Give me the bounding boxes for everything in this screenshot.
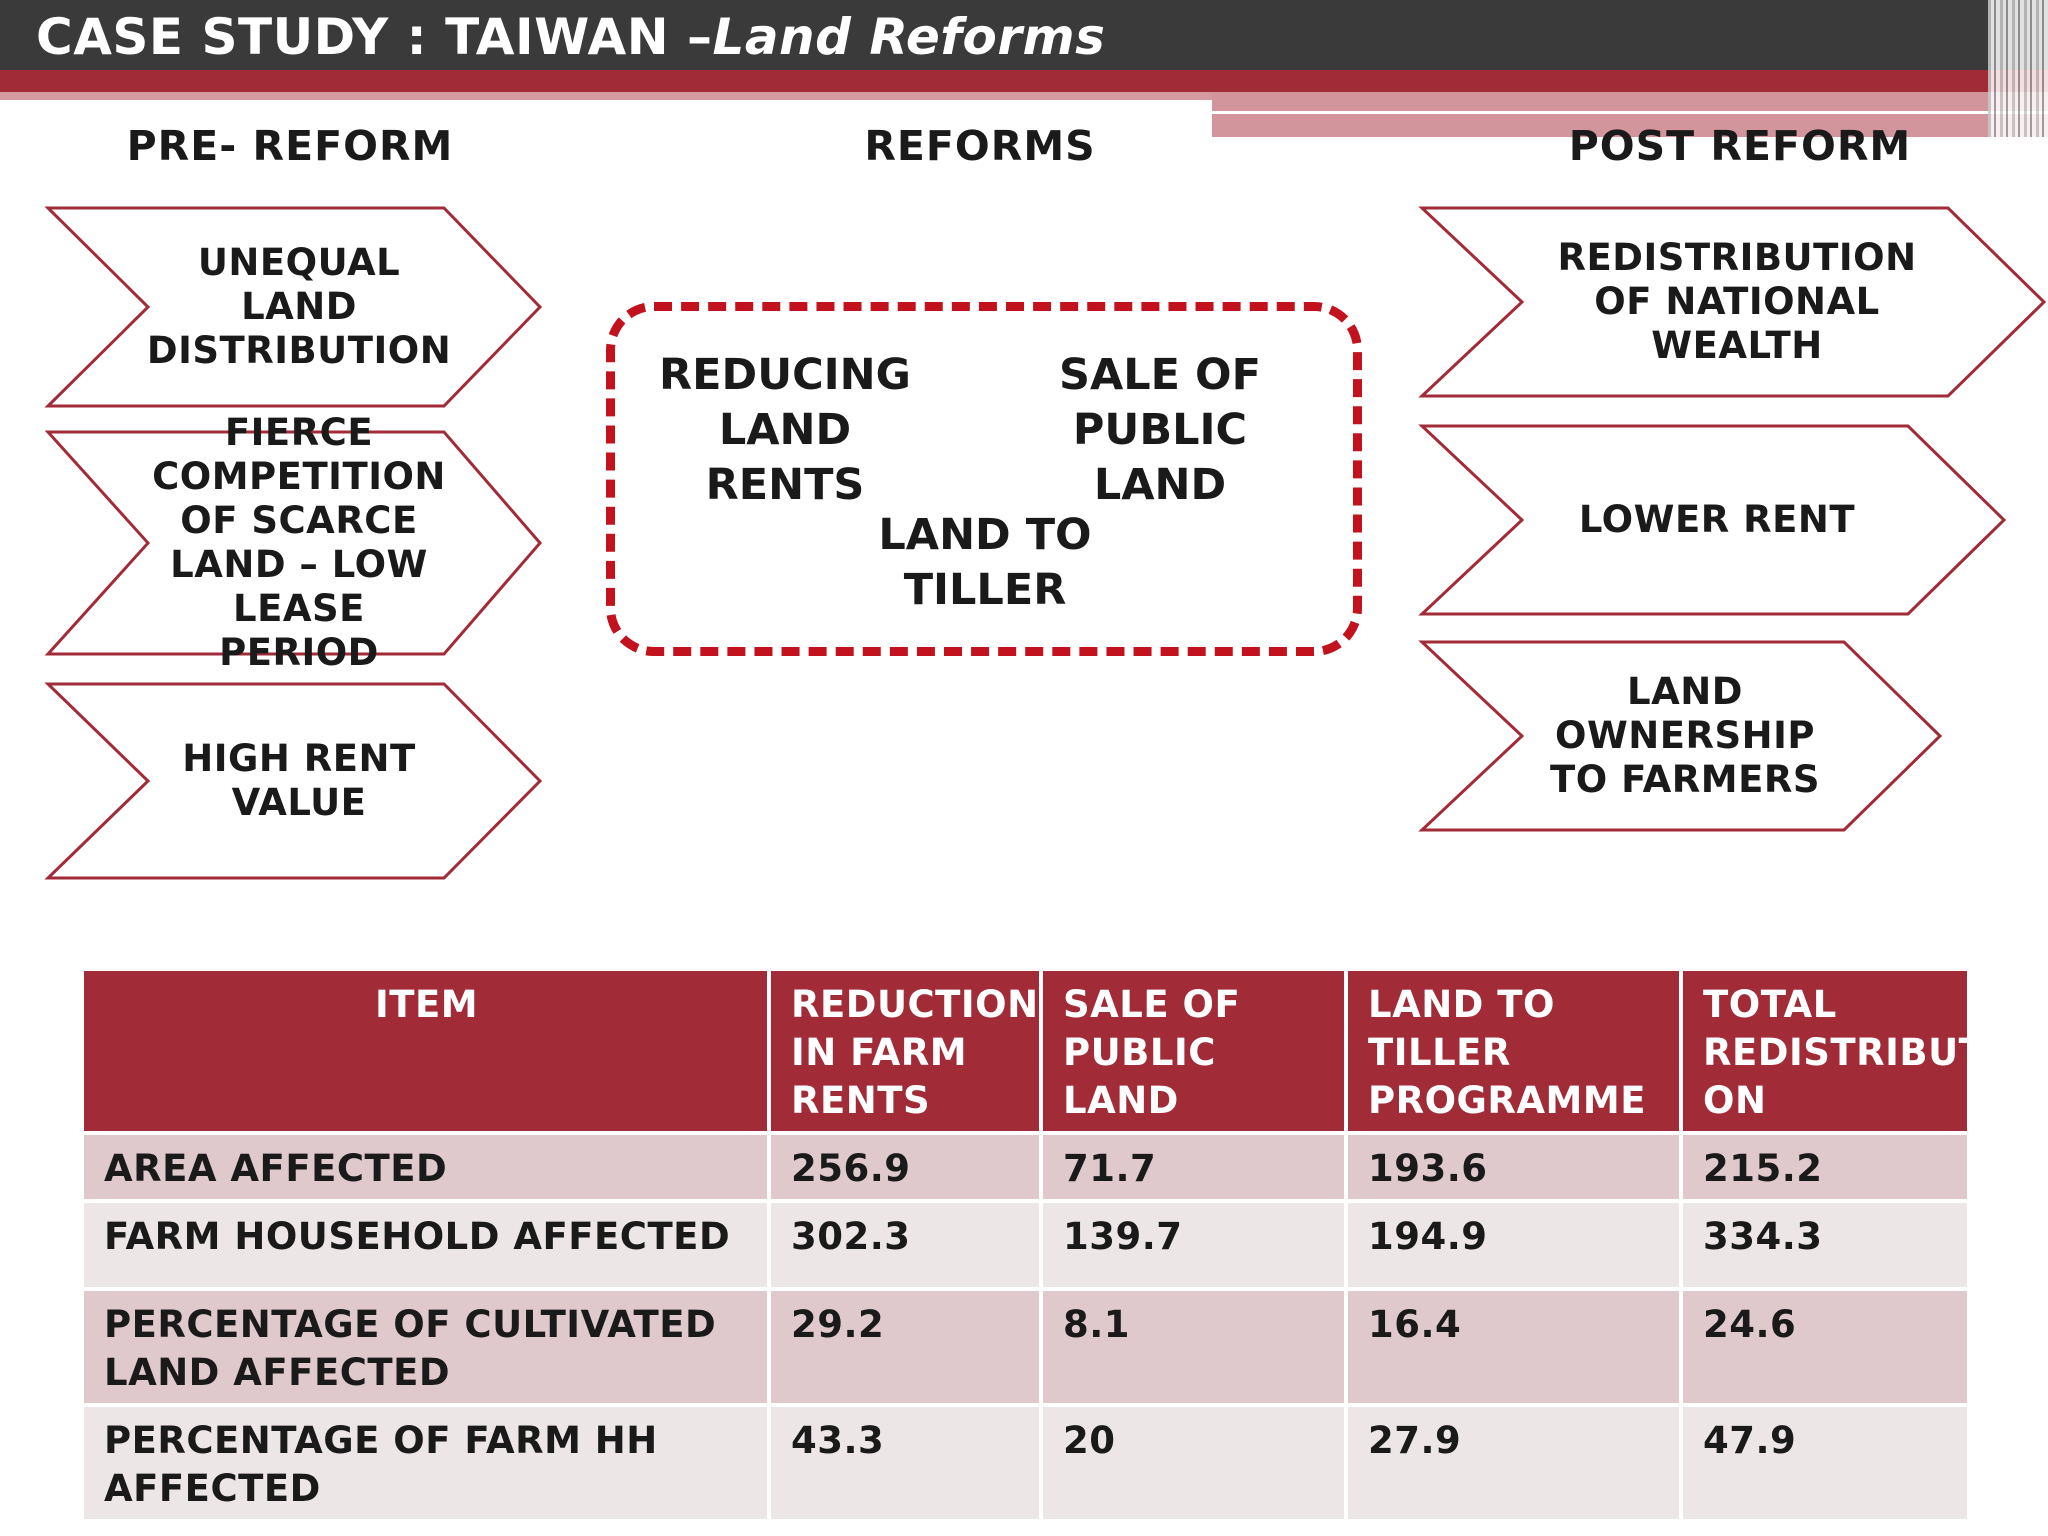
- table-cell: 256.9: [767, 1131, 1043, 1203]
- post-reform-heading: POST REFORM: [1568, 122, 1912, 170]
- reform-reducing-rents: REDUCING LAND RENTS: [659, 350, 911, 510]
- title-bar: [0, 0, 2048, 70]
- post-reform-item-label: LAND OWNERSHIP TO FARMERS: [1550, 670, 1820, 801]
- table-cell: 193.6: [1344, 1131, 1683, 1203]
- row-label: PERCENTAGE OF CULTIVATED LAND AFFECTED: [80, 1287, 771, 1407]
- table-cell: 47.9: [1679, 1403, 1971, 1523]
- reform-sale-public-land: SALE OF PUBLIC LAND: [1059, 350, 1261, 510]
- table-cell: 215.2: [1679, 1131, 1971, 1203]
- column-header-item: ITEM: [80, 967, 771, 1135]
- table-cell: 194.9: [1344, 1199, 1683, 1291]
- table-row: FARM HOUSEHOLD AFFECTED 302.3 139.7 194.…: [80, 1199, 1971, 1291]
- pre-reform-chevron-1: UNEQUAL LAND DISTRIBUTION: [44, 204, 544, 410]
- table-cell: 334.3: [1679, 1199, 1971, 1291]
- column-header-tiller: LAND TO TILLER PROGRAMME: [1344, 967, 1683, 1135]
- table-row: PERCENTAGE OF CULTIVATED LAND AFFECTED 2…: [80, 1287, 1971, 1407]
- accent-band-right: [1212, 92, 2048, 137]
- chevron-shape: [44, 682, 543, 880]
- chevron-shape: [1418, 206, 2047, 398]
- pre-reform-chevron-3: HIGH RENT VALUE: [44, 680, 544, 882]
- table-cell: 20: [1039, 1403, 1348, 1523]
- table-cell: 29.2: [767, 1287, 1043, 1407]
- pre-reform-item-label: FIERCE COMPETITION OF SCARCE LAND – LOW …: [152, 411, 446, 674]
- row-label: FARM HOUSEHOLD AFFECTED: [80, 1199, 771, 1291]
- chevron-shape: [1418, 640, 1943, 832]
- reforms-heading: REFORMS: [864, 122, 1096, 170]
- row-label: AREA AFFECTED: [80, 1131, 771, 1203]
- decorative-stripes: [1988, 0, 2048, 137]
- chevron-shape: [1418, 424, 2007, 616]
- accent-band: [0, 70, 2048, 92]
- pre-reform-chevron-2: FIERCE COMPETITION OF SCARCE LAND – LOW …: [44, 411, 544, 674]
- slide-title: CASE STUDY : TAIWAN –Land Reforms: [36, 8, 1105, 66]
- column-header-total: TOTAL REDISTRIBUTI ON: [1679, 967, 1971, 1135]
- land-reform-table: ITEM REDUCTION IN FARM RENTS SALE OF PUB…: [80, 967, 1971, 1523]
- post-reform-chevron-2: LOWER RENT: [1418, 422, 2008, 618]
- pre-reform-heading: PRE- REFORM: [126, 122, 454, 170]
- table-cell: 16.4: [1344, 1287, 1683, 1407]
- title-main: CASE STUDY : TAIWAN –: [36, 8, 713, 66]
- accent-band-line: [1212, 111, 2048, 114]
- post-reform-item-label: REDISTRIBUTION OF NATIONAL WEALTH: [1557, 236, 1917, 367]
- pre-reform-item-label: HIGH RENT VALUE: [182, 737, 416, 824]
- table-row: AREA AFFECTED 256.9 71.7 193.6 215.2: [80, 1131, 1971, 1203]
- reform-land-to-tiller: LAND TO TILLER: [878, 510, 1092, 615]
- pre-reform-item-label: UNEQUAL LAND DISTRIBUTION: [146, 241, 452, 372]
- accent-band-light: [0, 92, 1212, 100]
- table-row: PERCENTAGE OF FARM HH AFFECTED 43.3 20 2…: [80, 1403, 1971, 1523]
- post-reform-chevron-1: REDISTRIBUTION OF NATIONAL WEALTH: [1418, 204, 2048, 400]
- chevron-shape: [44, 206, 543, 408]
- table-cell: 24.6: [1679, 1287, 1971, 1407]
- column-header-sale: SALE OF PUBLIC LAND: [1039, 967, 1348, 1135]
- table-header-row: ITEM REDUCTION IN FARM RENTS SALE OF PUB…: [80, 967, 1971, 1135]
- table-cell: 27.9: [1344, 1403, 1683, 1523]
- table-cell: 302.3: [767, 1199, 1043, 1291]
- title-italic: Land Reforms: [712, 8, 1106, 66]
- table-cell: 139.7: [1039, 1199, 1348, 1291]
- table-cell: 8.1: [1039, 1287, 1348, 1407]
- post-reform-item-label: LOWER RENT: [1578, 498, 1856, 541]
- table-cell: 71.7: [1039, 1131, 1348, 1203]
- table-cell: 43.3: [767, 1403, 1043, 1523]
- column-header-reduction: REDUCTION IN FARM RENTS: [767, 967, 1043, 1135]
- row-label: PERCENTAGE OF FARM HH AFFECTED: [80, 1403, 771, 1523]
- post-reform-chevron-3: LAND OWNERSHIP TO FARMERS: [1418, 638, 1944, 834]
- chevron-shape: [44, 430, 542, 656]
- reforms-box: [606, 302, 1362, 656]
